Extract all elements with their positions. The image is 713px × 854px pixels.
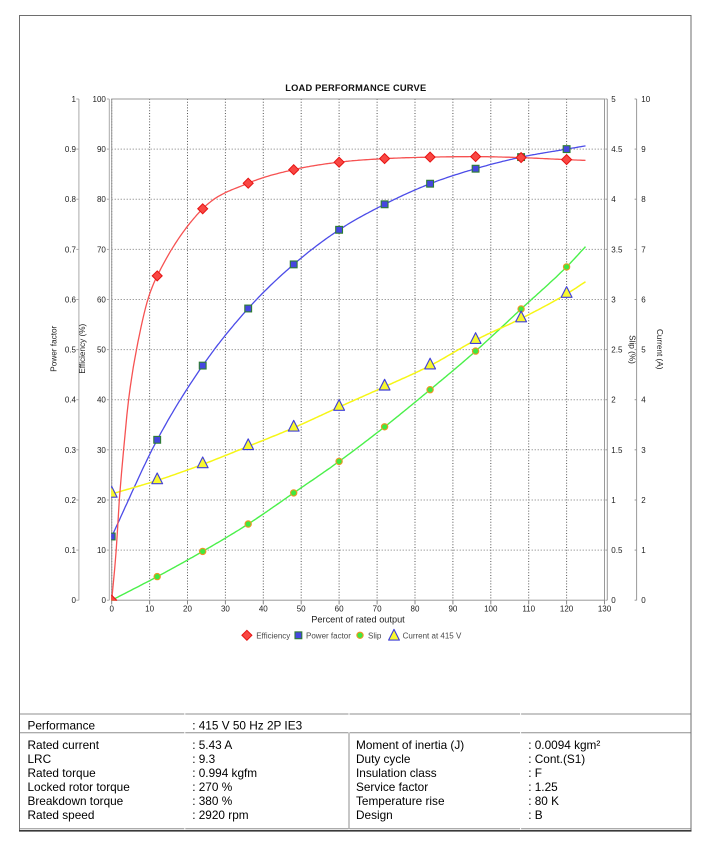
svg-text:Percent of rated output: Percent of rated output: [311, 614, 405, 624]
svg-text:50: 50: [97, 346, 106, 355]
svg-text:Current at 415 V: Current at 415 V: [403, 631, 462, 640]
svg-text:0.5: 0.5: [611, 546, 623, 555]
svg-text:Rated torque: Rated torque: [28, 766, 97, 780]
svg-text:90: 90: [97, 145, 106, 154]
svg-text:0.9: 0.9: [65, 145, 77, 154]
svg-text:4.5: 4.5: [611, 145, 623, 154]
svg-text:LOAD PERFORMANCE CURVE: LOAD PERFORMANCE CURVE: [285, 83, 426, 93]
svg-text:: Cont.(S1): : Cont.(S1): [528, 752, 585, 766]
svg-text:6: 6: [641, 296, 646, 305]
svg-text:0: 0: [72, 596, 77, 605]
svg-text:: B: : B: [528, 808, 543, 822]
svg-text:Slip (%): Slip (%): [628, 335, 637, 364]
svg-text:7: 7: [641, 245, 646, 254]
svg-text:Breakdown torque: Breakdown torque: [28, 794, 124, 808]
svg-text:3: 3: [641, 446, 646, 455]
svg-text:70: 70: [373, 605, 382, 614]
svg-text:50: 50: [297, 605, 306, 614]
svg-text:Efficiency: Efficiency: [256, 631, 290, 640]
svg-text:0.7: 0.7: [65, 245, 77, 254]
svg-text:100: 100: [93, 95, 107, 104]
svg-text:0.2: 0.2: [65, 496, 77, 505]
svg-text:Power factor: Power factor: [49, 325, 58, 371]
svg-text:: 0.994 kgfm: : 0.994 kgfm: [192, 766, 257, 780]
svg-text:3: 3: [611, 296, 616, 305]
svg-text:20: 20: [183, 605, 192, 614]
svg-text:5: 5: [641, 346, 646, 355]
svg-text:1: 1: [611, 496, 616, 505]
svg-text:2: 2: [611, 396, 616, 405]
svg-text:4: 4: [611, 195, 616, 204]
svg-text:3.5: 3.5: [611, 245, 623, 254]
svg-text:Power factor: Power factor: [306, 631, 351, 640]
svg-text:30: 30: [221, 605, 230, 614]
svg-text:Efficiency (%): Efficiency (%): [78, 323, 87, 373]
svg-text:0.8: 0.8: [65, 195, 77, 204]
svg-text:80: 80: [411, 605, 420, 614]
svg-text:30: 30: [97, 446, 106, 455]
svg-text:120: 120: [560, 605, 574, 614]
svg-text:: 380 %: : 380 %: [192, 794, 233, 808]
svg-text:0.6: 0.6: [65, 296, 77, 305]
svg-text:1: 1: [72, 95, 77, 104]
svg-text:: 9.3: : 9.3: [192, 752, 215, 766]
svg-text:0: 0: [101, 596, 106, 605]
svg-text:: 0.0094 kgm²: : 0.0094 kgm²: [528, 738, 600, 752]
svg-text:4: 4: [641, 396, 646, 405]
svg-text:0: 0: [611, 596, 616, 605]
svg-text:130: 130: [598, 605, 612, 614]
svg-text:110: 110: [522, 605, 535, 614]
svg-text:9: 9: [641, 145, 646, 154]
svg-text:Locked rotor torque: Locked rotor torque: [28, 780, 131, 794]
svg-text:Service factor: Service factor: [356, 780, 428, 794]
svg-text:10: 10: [641, 95, 650, 104]
svg-text:: F: : F: [528, 766, 542, 780]
svg-text:Performance: Performance: [28, 718, 96, 732]
svg-text:Duty cycle: Duty cycle: [356, 752, 411, 766]
svg-text:0.5: 0.5: [65, 346, 77, 355]
svg-text:Temperature rise: Temperature rise: [356, 794, 445, 808]
svg-text:2: 2: [641, 496, 646, 505]
svg-text:60: 60: [97, 296, 106, 305]
svg-text:40: 40: [97, 396, 106, 405]
svg-text:: 5.43 A: : 5.43 A: [192, 738, 232, 752]
svg-text:20: 20: [97, 496, 106, 505]
svg-text:Rated current: Rated current: [28, 738, 100, 752]
svg-text:Moment of inertia (J): Moment of inertia (J): [356, 738, 464, 752]
svg-text:Design: Design: [356, 808, 393, 822]
svg-text:100: 100: [484, 605, 498, 614]
svg-text:Slip: Slip: [368, 631, 382, 640]
svg-text:: 270 %: : 270 %: [192, 780, 233, 794]
svg-text:90: 90: [448, 605, 457, 614]
svg-text:: 80 K: : 80 K: [528, 794, 559, 808]
svg-text:2.5: 2.5: [611, 346, 623, 355]
svg-text:LRC: LRC: [28, 752, 52, 766]
svg-text:1.5: 1.5: [611, 446, 623, 455]
svg-text:Insulation class: Insulation class: [356, 766, 437, 780]
svg-text:0.4: 0.4: [65, 396, 77, 405]
svg-text:Current (A): Current (A): [655, 329, 664, 370]
svg-text:Rated speed: Rated speed: [28, 808, 95, 822]
svg-text:1: 1: [641, 546, 646, 555]
svg-text:: 415 V 50 Hz 2P IE3: : 415 V 50 Hz 2P IE3: [192, 718, 302, 732]
svg-text:: 1.25: : 1.25: [528, 780, 558, 794]
svg-text:40: 40: [259, 605, 268, 614]
svg-text:10: 10: [97, 546, 106, 555]
svg-text:10: 10: [145, 605, 154, 614]
svg-text:0.3: 0.3: [65, 446, 77, 455]
svg-text:8: 8: [641, 195, 646, 204]
svg-text:5: 5: [611, 95, 616, 104]
svg-text:0.1: 0.1: [65, 546, 77, 555]
svg-text:0: 0: [109, 605, 114, 614]
svg-text:70: 70: [97, 245, 106, 254]
svg-text:60: 60: [335, 605, 344, 614]
svg-text:80: 80: [97, 195, 106, 204]
svg-text:0: 0: [641, 596, 646, 605]
svg-text:: 2920 rpm: : 2920 rpm: [192, 808, 249, 822]
